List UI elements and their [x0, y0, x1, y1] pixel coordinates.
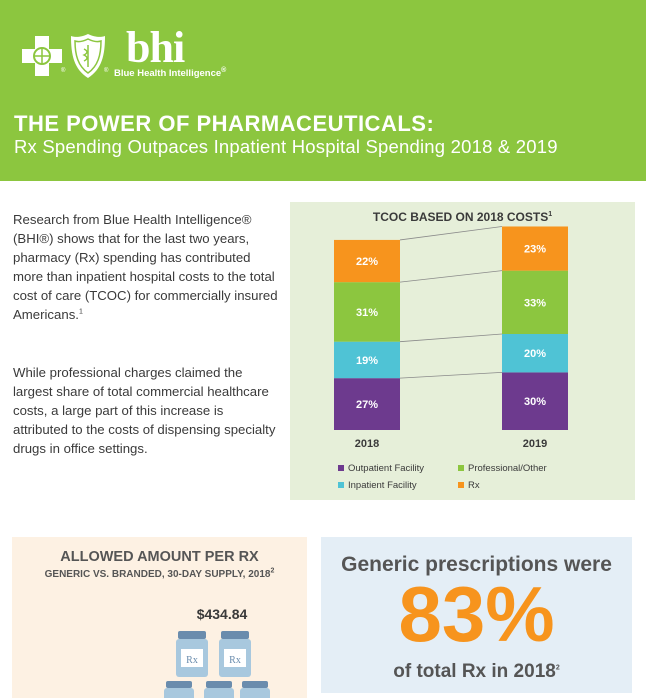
- registered-mark: ®: [61, 68, 66, 74]
- generic-line-1: Generic prescriptions were: [341, 553, 612, 576]
- bar-segment-outpatient-facility-2018: [334, 378, 400, 430]
- page-subtitle: Rx Spending Outpaces Inpatient Hospital …: [14, 136, 558, 157]
- bar-data-label: 23%: [524, 244, 546, 256]
- blue-cross-logo-icon: [22, 36, 62, 76]
- tcoc-stacked-bar-chart: 27% 19% 31% 22% 2018 30% 20% 33% 23% 2019: [334, 226, 568, 450]
- blue-shield-logo-icon: [71, 34, 105, 78]
- rx-bottle-cap-icon: [242, 681, 268, 688]
- allowed-title: ALLOWED AMOUNT PER RX: [60, 549, 259, 565]
- bhi-logo-subtitle: Blue Health Intelligence®: [114, 66, 227, 79]
- rx-bottle-cap-icon: [206, 681, 232, 688]
- rx-bottle-icon: Rx: [219, 631, 251, 677]
- legend-label: Rx: [468, 480, 480, 491]
- bar-segment-professional-other-2019: [502, 270, 568, 334]
- legend-swatch: [338, 465, 344, 472]
- allowed-amount-card: ALLOWED AMOUNT PER RX GENERIC VS. BRANDE…: [12, 537, 307, 698]
- rx-bottle-icon: [164, 688, 194, 698]
- rx-bottle-icon: Rx: [176, 631, 208, 677]
- legend-item: Outpatient Facility: [338, 463, 424, 474]
- rx-bottle-icon: [240, 688, 270, 698]
- bar-data-label: 22%: [356, 256, 378, 268]
- header-banner: ® ® bhi Blue Health Intelligence® THE PO…: [0, 0, 646, 181]
- legend-item: Professional/Other: [458, 463, 547, 474]
- x-tick-label: 2019: [523, 438, 547, 450]
- legend-label: Inpatient Facility: [348, 480, 417, 491]
- legend-item: Inpatient Facility: [338, 480, 417, 491]
- bar-segment-rx-2018: [334, 239, 400, 283]
- svg-text:Rx: Rx: [186, 655, 198, 666]
- segment-connector-line: [399, 270, 503, 283]
- bar-segment-rx-2019: [502, 226, 568, 271]
- segment-connector-line: [399, 226, 503, 241]
- generic-prescriptions-card: Generic prescriptions were 83% of total …: [321, 537, 632, 693]
- legend-swatch: [458, 482, 464, 489]
- bar-segment-outpatient-facility-2019: [502, 372, 568, 430]
- generic-line-2: of total Rx in 20182: [393, 661, 560, 682]
- chart-title: TCOC BASED ON 2018 COSTS1: [372, 210, 553, 224]
- page-title: THE POWER OF PHARMACEUTICALS:: [14, 111, 435, 136]
- intro-paragraph: Research from Blue Health Intelligence® …: [13, 212, 278, 322]
- segment-connector-line: [399, 333, 503, 343]
- branded-price: $434.84: [196, 606, 248, 622]
- segment-connector-line: [399, 372, 503, 379]
- legend-swatch: [458, 465, 464, 472]
- rx-bottle-icon: [204, 688, 234, 698]
- bhi-logo-text: bhi: [126, 23, 185, 72]
- legend-label: Outpatient Facility: [348, 463, 425, 474]
- registered-mark: ®: [104, 68, 109, 74]
- legend-swatch: [338, 482, 344, 489]
- bar-segment-inpatient-facility-2019: [502, 334, 568, 373]
- legend-label: Professional/Other: [468, 463, 547, 474]
- bar-data-label: 33%: [524, 297, 546, 309]
- bar-data-label: 27%: [356, 399, 378, 411]
- rx-bottles-icon: Rx Rx: [164, 631, 270, 698]
- bar-data-label: 30%: [524, 396, 546, 408]
- legend-item: Rx: [458, 480, 480, 491]
- x-tick-label: 2018: [355, 438, 379, 450]
- bar-segment-professional-other-2018: [334, 282, 400, 342]
- bar-data-label: 31%: [356, 307, 378, 319]
- svg-text:Rx: Rx: [229, 655, 241, 666]
- rx-bottle-cap-icon: [166, 681, 192, 688]
- bar-data-label: 20%: [524, 348, 546, 360]
- generic-percentage: 83%: [398, 570, 555, 658]
- bar-data-label: 19%: [356, 355, 378, 367]
- intro-paragraph-2: While professional charges claimed the l…: [13, 365, 276, 456]
- bar-segment-inpatient-facility-2018: [334, 341, 400, 379]
- allowed-subtitle: GENERIC VS. BRANDED, 30-DAY SUPPLY, 2018…: [44, 567, 275, 580]
